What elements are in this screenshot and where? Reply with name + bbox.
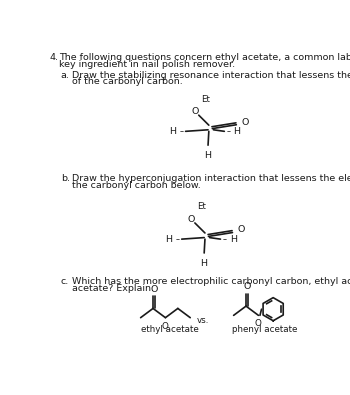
Text: Which has the more electrophilic carbonyl carbon, ethyl acetate or phenyl: Which has the more electrophilic carbony… [72, 277, 350, 286]
Text: Draw the stabilizing resonance interaction that lessens the electrophilicity: Draw the stabilizing resonance interacti… [72, 70, 350, 79]
Text: the carbonyl carbon below.: the carbonyl carbon below. [72, 181, 201, 190]
Text: –: – [223, 235, 227, 244]
Text: H: H [169, 127, 176, 136]
Text: vs.: vs. [196, 316, 209, 325]
Text: –: – [176, 235, 180, 244]
Text: Et: Et [201, 95, 210, 103]
Text: b.: b. [61, 175, 70, 183]
Text: O: O [150, 285, 158, 294]
Text: O: O [191, 107, 198, 116]
Text: Et: Et [197, 202, 206, 211]
Text: ethyl acetate: ethyl acetate [141, 325, 198, 334]
Text: H: H [234, 127, 241, 136]
Text: a.: a. [61, 70, 70, 79]
Text: H: H [230, 235, 237, 244]
Text: H: H [200, 259, 207, 268]
Text: O: O [162, 322, 169, 331]
Text: of the carbonyl carbon.: of the carbonyl carbon. [72, 77, 182, 87]
Text: O: O [241, 118, 249, 126]
Text: 4.: 4. [50, 53, 59, 62]
Text: O: O [243, 282, 251, 292]
Text: –: – [180, 127, 184, 136]
Text: phenyl acetate: phenyl acetate [232, 325, 298, 334]
Text: key ingredient in nail polish remover.: key ingredient in nail polish remover. [59, 60, 235, 69]
Text: The following questions concern ethyl acetate, a common laboratory solvent and: The following questions concern ethyl ac… [59, 53, 350, 62]
Text: O: O [187, 214, 195, 224]
Text: Draw the hyperconjugation interaction that lessens the electrophilicity of: Draw the hyperconjugation interaction th… [72, 175, 350, 183]
Text: O: O [238, 226, 245, 234]
Text: H: H [204, 151, 211, 160]
Text: acetate? Explain.: acetate? Explain. [72, 284, 154, 293]
Text: –: – [227, 127, 231, 136]
Text: H: H [166, 235, 173, 244]
Text: O: O [255, 319, 262, 328]
Text: c.: c. [61, 277, 69, 286]
